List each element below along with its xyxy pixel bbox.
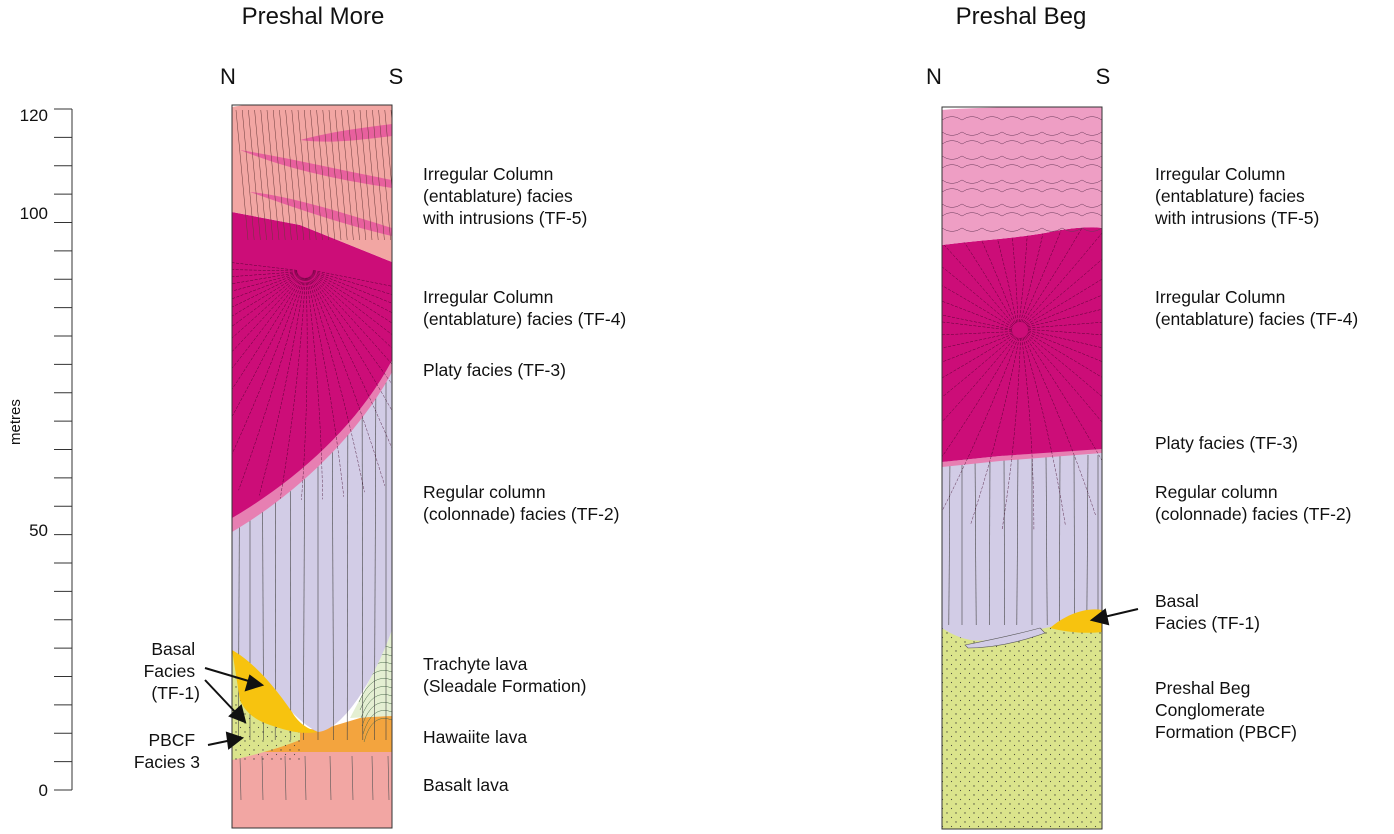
section-title: Preshal Beg [956,3,1087,30]
north-label: N [926,64,942,89]
label-tf3: Platy facies (TF-3) [423,360,566,380]
section-preshal-more: Preshal More N S [134,3,626,829]
section-title: Preshal More [242,3,385,30]
label-tf4: Irregular Column (entablature) facies (T… [1155,287,1358,329]
tf4-entablature-layer [942,227,1102,462]
tf4-entablature-layer [232,212,392,518]
basal-arrow [1089,608,1139,626]
south-label: S [389,64,404,89]
label-tf3: Platy facies (TF-3) [1155,433,1298,453]
label-tf5: Irregular Column (entablature) facies wi… [422,164,587,228]
label-pbcf: Preshal Beg Conglomerate Formation (PBCF… [1155,678,1297,742]
tf2-colonnade-layer [942,452,1102,641]
label-tf4: Irregular Column (entablature) facies (T… [423,287,626,329]
tf2-colonnade-layer [232,358,392,732]
scale-tick-label: 0 [39,781,48,800]
depth-scale: 120 100 50 0 metres [7,106,73,800]
tf5-intrusion [250,192,392,236]
section-preshal-beg: Preshal Beg N S [926,3,1358,830]
label-tf5: Irregular Column (entablature) facies wi… [1154,164,1319,228]
basalt-layer [232,752,392,828]
label-hawaiite: Hawaiite lava [423,727,527,747]
trachyte-layer [350,630,392,718]
scale-tick-label: 100 [20,204,48,223]
scale-tick-label: 120 [20,106,48,125]
label-pbcf-facies3: PBCF Facies 3 [134,730,200,772]
preshal-more-column [232,105,392,828]
tf5-intrusion [300,124,392,142]
preshal-beg-column [942,107,1102,829]
tf5-entablature-layer [942,107,1102,245]
scale-minor-ticks [54,108,72,791]
column-outline [231,104,393,829]
label-basalt: Basalt lava [423,775,509,795]
column-outline [941,106,1103,830]
basal-arrow [204,667,265,750]
south-label: S [1096,64,1111,89]
label-tf2: Regular column (colonnade) facies (TF-2) [1155,482,1351,524]
tf1-basal-layer [232,650,318,733]
north-label: N [220,64,236,89]
tf1-basal-layer [1050,609,1102,633]
label-trachyte: Trachyte lava (Sleadale Formation) [423,654,586,696]
scale-tick-label: 50 [29,521,48,540]
tf3-platy-layer [942,448,1102,467]
label-tf2: Regular column (colonnade) facies (TF-2) [423,482,619,524]
tf3-platy-layer [232,358,392,532]
scale-axis-label: metres [7,399,24,445]
label-basal-facies: Basal Facies (TF-1) [144,639,200,703]
label-tf1: Basal Facies (TF-1) [1155,591,1260,633]
